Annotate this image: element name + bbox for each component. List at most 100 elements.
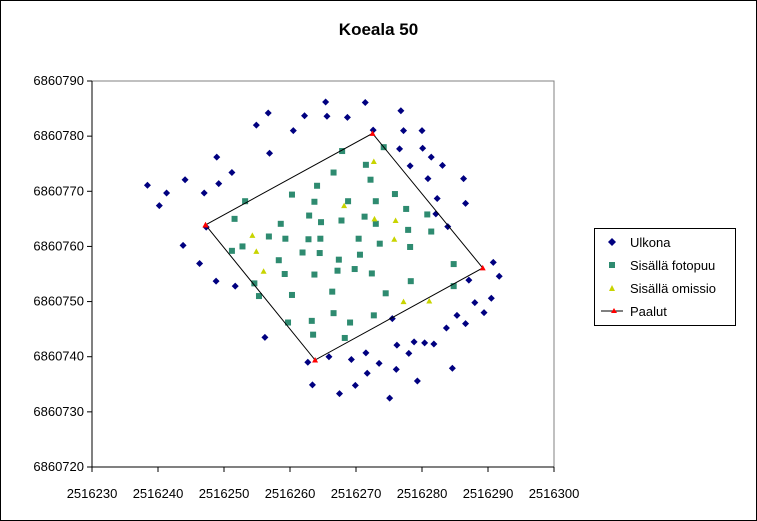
series-paalut	[202, 130, 486, 363]
data-point-square	[382, 290, 389, 297]
data-point-square	[362, 161, 369, 168]
line-marker-icon	[601, 308, 623, 313]
data-point-diamond	[487, 294, 495, 302]
data-point-diamond	[336, 390, 343, 398]
data-point-diamond	[200, 189, 208, 197]
data-point-triangle	[312, 357, 319, 363]
data-point-square	[424, 211, 431, 218]
diamond-marker-icon	[608, 238, 616, 246]
data-point-square	[311, 198, 318, 205]
data-point-square	[330, 169, 337, 176]
data-point-diamond	[228, 169, 236, 177]
data-point-diamond	[213, 153, 221, 161]
data-point-triangle	[202, 221, 209, 228]
y-tick-label: 6860730	[33, 404, 84, 419]
data-point-square	[329, 288, 336, 295]
data-point-square	[355, 235, 362, 242]
data-point-diamond	[362, 349, 370, 357]
data-point-diamond	[179, 241, 187, 249]
data-point-diamond	[322, 98, 330, 106]
x-tick-label: 2516260	[265, 486, 316, 501]
data-point-square	[308, 317, 315, 324]
data-point-diamond	[155, 202, 163, 210]
data-point-diamond	[308, 381, 316, 389]
data-point-diamond	[396, 145, 404, 153]
data-point-square	[335, 256, 342, 263]
data-point-triangle	[426, 298, 433, 304]
data-point-square	[288, 291, 295, 298]
data-point-diamond	[266, 149, 274, 157]
data-point-diamond	[397, 107, 405, 115]
data-point-diamond	[460, 175, 468, 183]
data-point-square	[281, 271, 288, 277]
plot-area	[91, 80, 555, 468]
data-point-square	[347, 319, 354, 326]
data-point-square	[288, 191, 295, 198]
data-point-diamond	[264, 109, 272, 117]
data-point-square	[334, 267, 341, 274]
data-point-diamond	[471, 299, 479, 307]
data-point-diamond	[261, 333, 269, 341]
data-point-square	[407, 243, 414, 250]
x-tick-label: 2516270	[331, 486, 382, 501]
data-point-diamond	[418, 127, 426, 135]
data-point-diamond	[347, 355, 355, 363]
data-point-diamond	[351, 381, 359, 389]
x-tick-label: 2516290	[463, 486, 514, 501]
data-point-diamond	[369, 126, 377, 134]
data-point-square	[306, 212, 313, 219]
data-point-square	[305, 236, 312, 243]
data-point-diamond	[181, 176, 189, 184]
y-tick-label: 6860770	[33, 183, 84, 198]
data-point-diamond	[361, 99, 369, 107]
data-point-square	[275, 257, 282, 264]
data-point-square	[317, 235, 324, 242]
data-point-diamond	[444, 223, 452, 231]
x-axis-ticks: 2516230 2516240 2516250 2516260 2516270 25162…	[67, 467, 579, 501]
legend: Ulkona Sisällä fotopuu Sisällä omissio P…	[594, 228, 736, 326]
data-point-square	[450, 283, 457, 290]
data-point-triangle	[392, 217, 399, 224]
data-point-square	[391, 191, 398, 198]
data-point-triangle	[391, 236, 398, 242]
data-point-diamond	[212, 277, 220, 285]
data-point-square	[255, 293, 262, 300]
legend-item-sisalla-omissio: Sisällä omissio	[595, 279, 735, 297]
data-point-square	[339, 148, 346, 155]
square-marker-icon	[609, 262, 615, 268]
data-point-diamond	[386, 394, 394, 402]
data-point-diamond	[375, 359, 383, 367]
data-point-diamond	[495, 272, 503, 280]
data-point-diamond	[413, 377, 421, 385]
data-point-square	[299, 249, 306, 256]
data-point-square	[285, 319, 292, 326]
data-point-square	[277, 220, 284, 227]
y-axis-ticks: 6860790 6860780 6860770 6860760 6860750 68607…	[33, 73, 92, 474]
data-point-triangle	[341, 202, 348, 209]
legend-item-ulkona: Ulkona	[595, 233, 735, 251]
data-point-square	[228, 247, 235, 254]
x-tick-label: 2516250	[199, 486, 250, 501]
data-point-square	[341, 334, 348, 341]
data-point-triangle	[249, 232, 256, 238]
data-point-diamond	[462, 320, 470, 328]
data-point-square	[265, 233, 272, 240]
data-point-square	[405, 226, 412, 233]
y-tick-label: 6860780	[33, 128, 84, 143]
x-tick-label: 2516230	[67, 486, 118, 501]
data-point-triangle	[260, 268, 267, 274]
data-point-triangle	[400, 298, 407, 305]
data-point-diamond	[419, 144, 427, 152]
data-point-square	[351, 266, 358, 273]
legend-label: Ulkona	[630, 235, 671, 250]
series-sis-ll-fotopuu	[228, 144, 457, 341]
data-point-square	[338, 217, 345, 224]
legend-item-sisalla-fotopuu: Sisällä fotopuu	[595, 256, 735, 274]
triangle-marker-icon	[609, 285, 615, 291]
legend-item-paalut: Paalut	[595, 302, 735, 320]
data-point-diamond	[304, 358, 312, 366]
data-point-square	[368, 270, 375, 277]
data-point-diamond	[196, 260, 204, 268]
y-tick-label: 6860760	[33, 238, 84, 253]
